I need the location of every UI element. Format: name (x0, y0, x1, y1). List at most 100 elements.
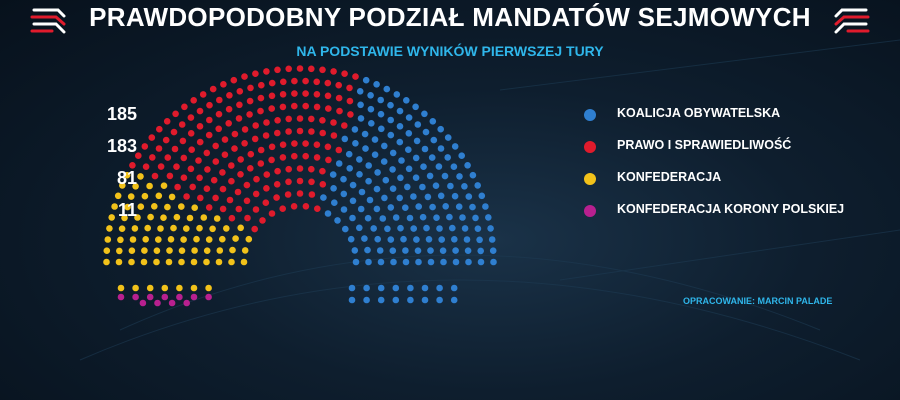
seat-pis (285, 165, 293, 173)
seat-ko (389, 247, 397, 254)
seat-pis (247, 165, 254, 172)
seat-ko (358, 188, 366, 196)
seat-ko (449, 224, 456, 232)
seat-ko (367, 105, 375, 113)
seat-ko (331, 199, 338, 206)
seat-pis (257, 94, 265, 102)
seat-pis (346, 84, 353, 92)
seat-pis (234, 188, 242, 196)
seat-pis (196, 138, 204, 146)
seat-ko (444, 154, 452, 161)
seat-ko (432, 182, 440, 189)
seat-pis (319, 129, 327, 137)
seat-pis (268, 105, 276, 112)
seat-ko (444, 134, 452, 141)
seat-ko (384, 225, 391, 233)
seat-ko (340, 175, 347, 183)
seat-ko (437, 125, 445, 133)
seat-pis (212, 194, 219, 202)
seat-ko (412, 154, 420, 162)
seat-pis (142, 163, 150, 170)
seat-pis (319, 181, 327, 188)
seat-ko (405, 114, 413, 121)
seat-ko (428, 154, 436, 161)
seat-pis (221, 151, 229, 158)
seat-ko (405, 165, 413, 173)
seat-ko (490, 258, 497, 266)
seat-pis (189, 183, 196, 191)
seat-pis (296, 115, 304, 122)
seat-ko (397, 224, 404, 232)
seat-ko (377, 284, 385, 292)
seat-ko (404, 183, 411, 191)
seat-konfederacja (164, 203, 171, 211)
seat-pis (206, 116, 213, 124)
seat-konfederacja (160, 214, 167, 221)
seat-ko (436, 284, 443, 292)
seat-konfederacja (131, 225, 139, 232)
seat-ko (414, 121, 422, 128)
seat-konfederacja (137, 173, 144, 180)
seat-ko (364, 214, 372, 222)
seat-konfederacja (118, 225, 126, 232)
seat-pis (243, 197, 251, 205)
seat-pis (296, 127, 304, 135)
seat-pis (226, 92, 233, 99)
seat-ko (487, 225, 494, 232)
seat-ko (464, 247, 472, 254)
seat-konfederacja (119, 182, 126, 189)
seat-ko (349, 181, 357, 189)
seat-ko (414, 247, 422, 254)
seat-pis (336, 107, 343, 115)
seat-pis (308, 165, 315, 173)
seat-konfederacja (200, 214, 208, 221)
seat-konfederacja (245, 235, 253, 243)
seat-ko (451, 143, 459, 150)
seat-konfederacja (196, 224, 203, 232)
seat-pis (235, 115, 243, 122)
seat-konfederacja (213, 215, 221, 222)
legend-dot-icon (584, 173, 596, 185)
seat-konfederacja (108, 214, 115, 221)
seat-ko (450, 163, 458, 170)
seat-pis (209, 85, 217, 93)
seat-pis (324, 79, 332, 87)
seat-ko (442, 203, 450, 210)
seat-pis (274, 167, 281, 175)
seat-ko (463, 236, 471, 243)
seat-ko (387, 101, 394, 109)
seat-pis (325, 156, 332, 164)
seat-pis (308, 115, 315, 123)
seat-pis (253, 175, 260, 183)
seat-ko (365, 258, 372, 266)
seat-pis (219, 205, 227, 213)
seat-ko (365, 162, 373, 169)
seat-kkp (132, 293, 139, 301)
seat-konfederacja (191, 204, 198, 211)
seat-konfederacja (178, 203, 185, 210)
seat-pis (319, 117, 326, 124)
seat-pis (268, 143, 276, 151)
seat-konfederacja (128, 258, 135, 266)
seat-ko (371, 136, 379, 143)
seat-ko (380, 158, 388, 165)
seat-pis (228, 177, 235, 185)
seat-konfederacja (167, 236, 175, 243)
seat-pis (285, 115, 293, 123)
seat-ko (436, 225, 443, 232)
seat-konfederacja (219, 235, 226, 243)
seat-ko (474, 225, 482, 232)
seat-konfederacja (128, 247, 136, 254)
seat-ko (426, 172, 434, 180)
seat-ko (407, 296, 414, 304)
seat-pis (187, 165, 195, 173)
seat-konfederacja (142, 236, 149, 243)
seat-ko (420, 163, 427, 170)
legend-dot-icon (584, 109, 596, 121)
seat-ko (376, 247, 384, 254)
seat-ko (329, 171, 337, 178)
seat-ko (347, 235, 355, 243)
seat-ko (421, 284, 429, 292)
legend-count: 183 (106, 136, 137, 156)
seat-pis (196, 174, 203, 182)
